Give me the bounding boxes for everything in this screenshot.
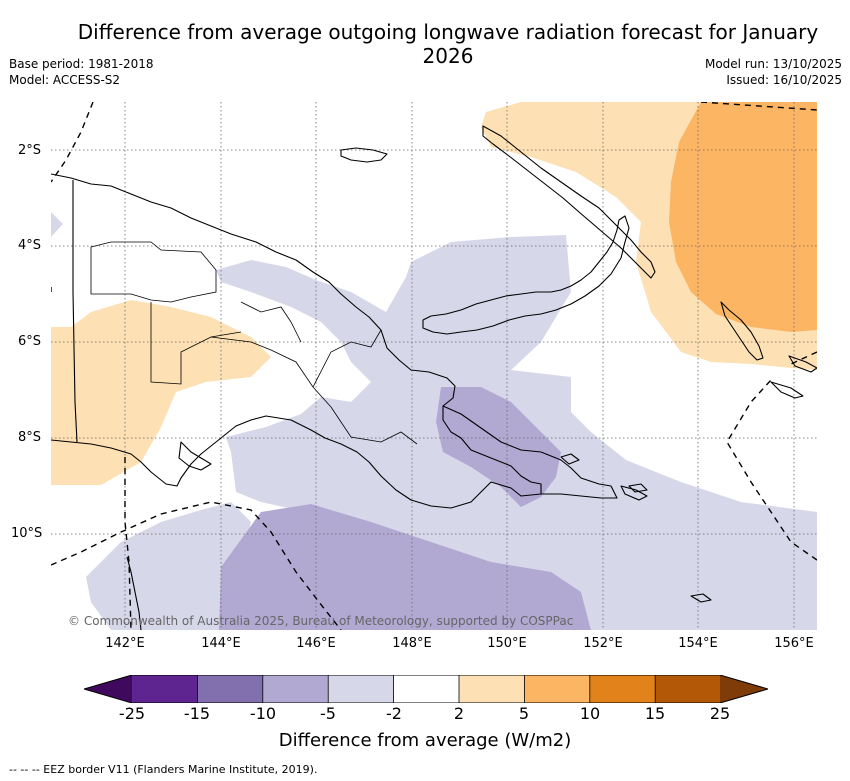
lon-label-152e: 152°E	[583, 636, 623, 651]
province-border-4	[312, 329, 382, 388]
colorbar-segment-4	[328, 675, 394, 703]
solomon-island-2	[788, 355, 817, 373]
colorbar	[84, 675, 768, 703]
lon-label-150e: 150°E	[487, 636, 527, 651]
lat-label-4s: 4°S	[18, 238, 42, 253]
colorbar-segment-8	[589, 675, 656, 703]
eez-border-east	[726, 379, 817, 561]
eez-border-north	[700, 102, 817, 111]
colorbar-extend-low	[84, 675, 132, 703]
meta-left: Base period: 1981-2018 Model: ACCESS-S2	[9, 56, 154, 88]
lon-label-154e: 154°E	[678, 636, 718, 651]
colorbar-segment-2	[197, 675, 263, 703]
base-period: Base period: 1981-2018	[9, 57, 154, 71]
lon-label-148e: 148°E	[392, 636, 432, 651]
coastlines	[51, 125, 817, 630]
colorbar-tick-label: 15	[644, 704, 666, 723]
colorbar-dividers	[197, 675, 656, 703]
colorbar-segment-5	[393, 675, 459, 703]
graticule	[51, 102, 817, 630]
anomaly-fill-layer	[51, 102, 817, 630]
colorbar-segment-6	[459, 675, 525, 703]
colorbar-segment-9	[655, 675, 720, 703]
province-border-2	[150, 302, 242, 385]
louisiade-islands	[690, 593, 712, 603]
new-ireland	[482, 125, 656, 279]
province-borders	[90, 241, 418, 445]
colorbar-tick-label: 25	[709, 704, 731, 723]
colorbar-tick-label: -10	[249, 704, 277, 723]
colorbar-extend-high	[720, 675, 768, 703]
colorbar-segment-3	[262, 675, 329, 703]
bougainville	[720, 301, 764, 361]
eez-borders	[51, 102, 817, 630]
indonesia-papua-border	[72, 180, 78, 443]
map-svg	[51, 102, 817, 630]
trobriand-islands	[560, 453, 580, 465]
anomaly-region-positive-ne	[669, 102, 817, 332]
anomaly-region-light-negative-sw	[86, 502, 251, 630]
eez-border-ne	[790, 351, 817, 365]
lat-label-6s: 6°S	[18, 334, 42, 349]
dentrecasteaux-islands	[620, 485, 648, 501]
woodlark-island	[628, 483, 648, 493]
province-border-6	[240, 301, 302, 343]
lon-label-144e: 144°E	[201, 636, 241, 651]
lat-label-10s: 10°S	[11, 526, 43, 541]
new-guinea-mainland	[51, 173, 542, 509]
anomaly-region-medium-negative-central	[436, 387, 561, 507]
province-border-5	[330, 406, 418, 445]
model-name: Model: ACCESS-S2	[9, 73, 121, 87]
colorbar-segment-1	[132, 675, 198, 703]
credit-text: © Commonwealth of Australia 2025, Bureau…	[68, 614, 574, 628]
province-border-3	[210, 336, 332, 408]
southeast-papua-tail	[442, 405, 618, 499]
new-britain	[422, 215, 630, 335]
anomaly-region-medium-negative-south	[219, 504, 591, 630]
colorbar-tick-label: -25	[118, 704, 146, 723]
eez-border-nw	[51, 102, 94, 292]
eez-border-south	[51, 501, 342, 630]
model-run: Model run: 13/10/2025	[704, 57, 842, 71]
eez-footnote: -- -- -- EEZ border V11 (Flanders Marine…	[9, 763, 318, 776]
fly-river-delta	[178, 441, 212, 471]
colorbar-tick-label: 5	[518, 704, 530, 723]
province-border-1	[90, 241, 217, 303]
colorbar-tick-label: -5	[320, 704, 336, 723]
colorbar-tick-label: -15	[183, 704, 211, 723]
colorbar-title: Difference from average (W/m2)	[278, 730, 572, 751]
solomon-island-1	[770, 381, 804, 399]
anomaly-region-light-negative-west	[51, 212, 63, 237]
colorbar-tick-label: -2	[386, 704, 402, 723]
lat-label-2s: 2°S	[18, 143, 42, 158]
map-title: Difference from average outgoing longwav…	[77, 20, 819, 68]
lon-label-142e: 142°E	[105, 636, 145, 651]
lat-label-8s: 8°S	[18, 430, 42, 445]
lon-label-156e: 156°E	[774, 636, 814, 651]
map-panel	[51, 102, 817, 630]
anomaly-region-light-positive-west	[51, 300, 271, 485]
colorbar-tick-label: 2	[453, 704, 465, 723]
lon-label-146e: 146°E	[296, 636, 336, 651]
colorbar-tick-label: 10	[579, 704, 601, 723]
colorbar-segment-7	[524, 675, 590, 703]
issued-date: Issued: 16/10/2025	[726, 73, 842, 87]
manus-island	[340, 147, 388, 163]
meta-right: Model run: 13/10/2025 Issued: 16/10/2025	[705, 56, 842, 88]
